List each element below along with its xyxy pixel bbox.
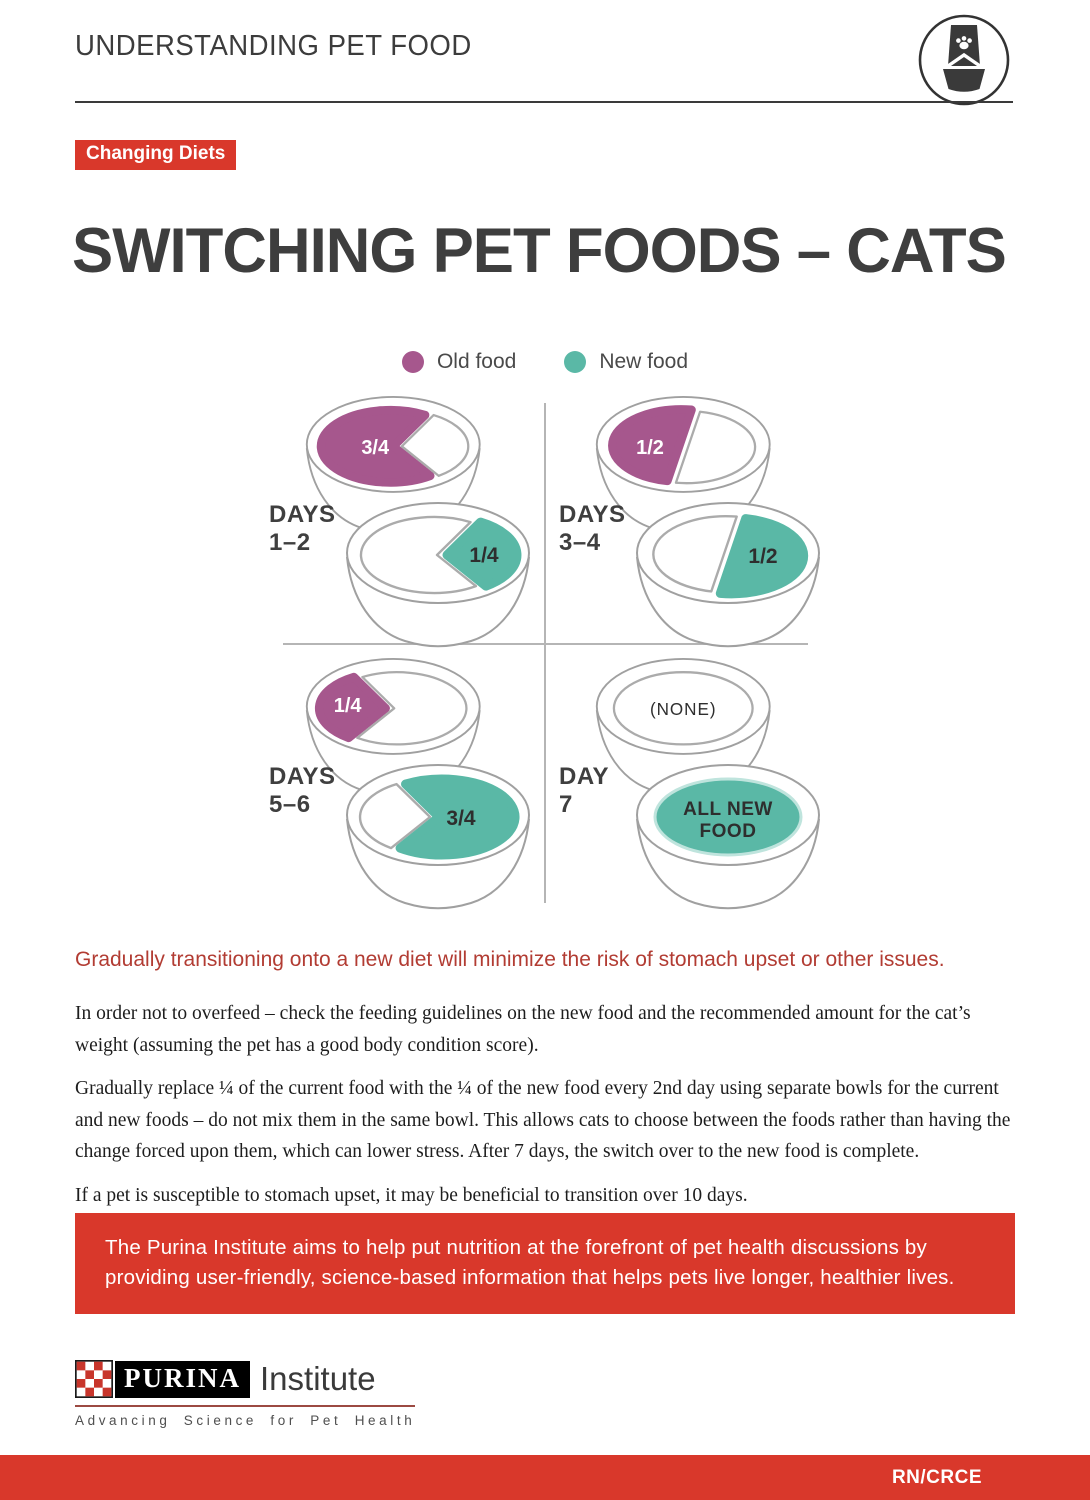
quadrant-day-7: DAY 7 (NONE) ALL NEW FOOD xyxy=(545,655,835,920)
section-badge: Changing Diets xyxy=(75,140,237,170)
svg-text:1/4: 1/4 xyxy=(334,695,362,717)
vertical-divider xyxy=(544,403,546,903)
legend-new-label: New food xyxy=(599,350,689,373)
banner-line-1: The Purina Institute aims to help put nu… xyxy=(105,1236,927,1259)
bowls-days-1-2: 3/4 1/4 xyxy=(305,395,530,648)
days-label: DAYS 5–6 xyxy=(269,763,336,818)
legend-new-food: New food xyxy=(564,350,688,374)
body-copy: In order not to overfeed – check the fee… xyxy=(75,998,1023,1223)
header-title: UNDERSTANDING PET FOOD xyxy=(75,30,472,62)
svg-text:1/2: 1/2 xyxy=(748,545,777,568)
days-label: DAYS 1–2 xyxy=(269,501,336,556)
svg-text:1/4: 1/4 xyxy=(469,544,499,567)
footer-bar: RN/CRCE xyxy=(0,1455,1090,1500)
bowls-day-7: (NONE) ALL NEW FOOD xyxy=(595,657,820,910)
old-food-dot-icon xyxy=(401,351,424,373)
legend-old-food: Old food xyxy=(401,350,517,374)
quadrant-days-5-6: DAYS 5–6 1/4 3/4 xyxy=(255,655,545,920)
lead-sentence: Gradually transitioning onto a new diet … xyxy=(75,948,945,971)
svg-text:1/2: 1/2 xyxy=(636,437,664,459)
new-food-dot-icon xyxy=(564,351,587,373)
header-divider xyxy=(75,101,1013,103)
legend: Old food New food xyxy=(0,350,1090,374)
svg-text:3/4: 3/4 xyxy=(446,807,476,830)
purina-institute-banner: The Purina Institute aims to help put nu… xyxy=(75,1213,1015,1314)
banner-line-2: providing user-friendly, science-based i… xyxy=(105,1266,955,1290)
horizontal-divider xyxy=(283,643,808,645)
purina-checkerboard-icon xyxy=(75,1360,113,1398)
pet-food-bag-icon xyxy=(916,12,1012,113)
days-label: DAY 7 xyxy=(559,763,609,818)
bowls-days-3-4: 1/2 1/2 xyxy=(595,395,820,648)
svg-text:(NONE): (NONE) xyxy=(650,700,716,719)
paragraph-3: If a pet is susceptible to stomach upset… xyxy=(75,1184,748,1206)
quadrant-days-1-2: DAYS 1–2 3/4 1/4 xyxy=(255,393,545,658)
purina-wordmark: PURINA xyxy=(115,1360,250,1398)
legend-old-label: Old food xyxy=(436,350,517,373)
transition-diagram: DAYS 1–2 3/4 1/4 xyxy=(255,393,835,923)
footer-code: RN/CRCE xyxy=(891,1466,982,1488)
svg-text:FOOD: FOOD xyxy=(700,821,757,842)
logo-tagline: Advancing Science for Pet Health xyxy=(75,1413,416,1428)
svg-text:3/4: 3/4 xyxy=(361,437,389,459)
quadrant-days-3-4: DAYS 3–4 1/2 1/2 xyxy=(545,393,835,658)
institute-wordmark: Institute xyxy=(260,1360,376,1397)
days-label: DAYS 3–4 xyxy=(559,501,626,556)
logo-divider xyxy=(75,1405,416,1407)
paragraph-1: In order not to overfeed – check the fee… xyxy=(75,1003,971,1056)
paragraph-2: Gradually replace ¼ of the current food … xyxy=(75,1078,1011,1163)
page-title: SWITCHING PET FOODS – CATS xyxy=(72,216,1007,286)
purina-institute-logo: PURINA Institute Advancing Science for P… xyxy=(75,1360,416,1428)
svg-text:ALL NEW: ALL NEW xyxy=(683,799,773,820)
bowls-days-5-6: 1/4 3/4 xyxy=(305,657,530,910)
